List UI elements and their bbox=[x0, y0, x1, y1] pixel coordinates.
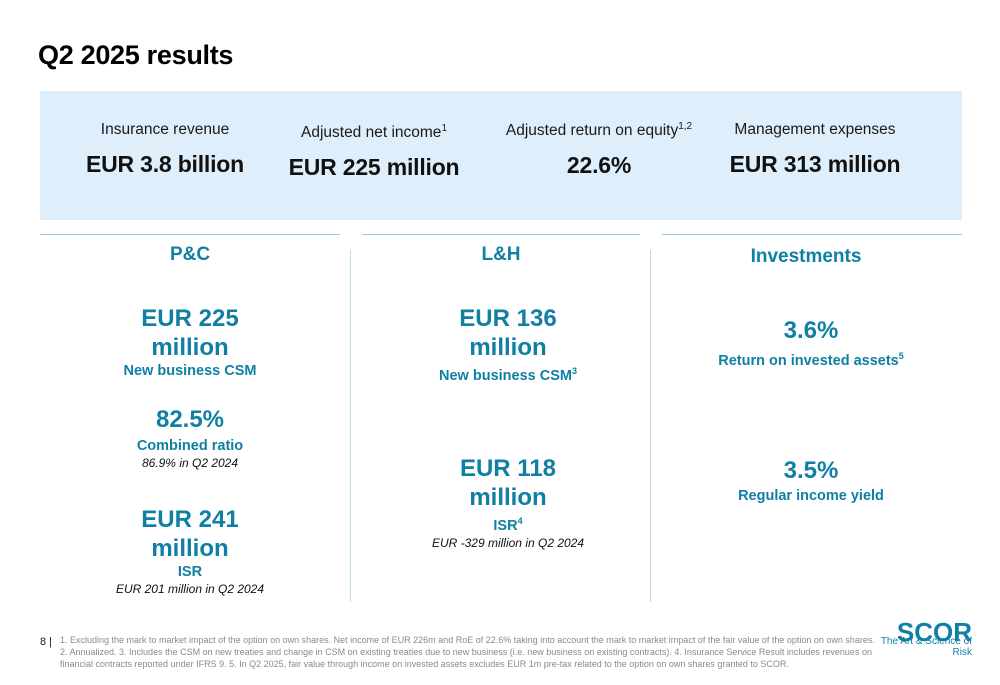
column-separator bbox=[650, 250, 651, 602]
divider-investments bbox=[662, 234, 962, 235]
kpi-banner: Insurance revenue EUR 3.8 billion Adjust… bbox=[40, 91, 962, 220]
kpi-insurance-revenue: Insurance revenue EUR 3.8 billion bbox=[50, 121, 280, 178]
kpi-label: Adjusted net income1 bbox=[300, 123, 447, 142]
pc-isr-note: EUR 201 million in Q2 2024 bbox=[115, 582, 265, 596]
lh-isr-label: ISR4 bbox=[493, 516, 523, 534]
pc-cr-value: 82.5% bbox=[155, 406, 225, 433]
lh-isr-value: EUR 118 bbox=[459, 455, 557, 482]
pc-csm-label: New business CSM bbox=[123, 363, 257, 379]
kpi-adjusted-net-income: Adjusted net income1 EUR 225 million bbox=[259, 123, 489, 181]
lh-csm-value: EUR 136 bbox=[459, 305, 557, 332]
kpi-value: 22.6% bbox=[566, 152, 632, 179]
kpi-adjusted-roe: Adjusted return on equity1,2 22.6% bbox=[484, 121, 714, 179]
footnotes: 1. Excluding the mark to market impact o… bbox=[60, 635, 875, 669]
pc-isr-unit: million bbox=[151, 535, 229, 562]
lh-isr-unit: million bbox=[469, 484, 547, 511]
kpi-value: EUR 313 million bbox=[729, 151, 901, 177]
page-title: Q2 2025 results bbox=[38, 40, 234, 70]
riy-value: 3.5% bbox=[783, 457, 839, 484]
pc-cr-note: 86.9% in Q2 2024 bbox=[141, 456, 239, 470]
investments-title: Investments bbox=[750, 246, 862, 267]
pc-title: P&C bbox=[169, 244, 211, 265]
investments-roia-block: 3.6% Return on invested assets5 bbox=[661, 316, 961, 370]
kpi-management-expenses: Management expenses EUR 313 million bbox=[700, 121, 930, 178]
divider-lh bbox=[362, 234, 640, 235]
scor-logo: SCOR bbox=[897, 617, 972, 647]
logo-tagline: The Art & Science of Risk bbox=[880, 636, 972, 658]
pc-combined-ratio-block: 82.5% Combined ratio 86.9% in Q2 2024 bbox=[40, 405, 340, 471]
investments-riy-block: 3.5% Regular income yield bbox=[661, 456, 961, 505]
pc-isr-block: EUR 241 million ISR EUR 201 million in Q… bbox=[40, 505, 340, 597]
lh-title: L&H bbox=[481, 244, 521, 265]
lh-csm-unit: million bbox=[469, 334, 547, 361]
page-number: 8 | bbox=[40, 636, 53, 648]
pc-csm-block: EUR 225 million New business CSM bbox=[40, 304, 340, 380]
logo-wordmark: SCOR bbox=[897, 617, 972, 647]
lh-csm-block: EUR 136 million New business CSM3 bbox=[358, 304, 658, 385]
kpi-label: Adjusted return on equity1,2 bbox=[505, 121, 693, 140]
lh-isr-block: EUR 118 million ISR4 EUR -329 million in… bbox=[358, 454, 658, 551]
kpi-value: EUR 3.8 billion bbox=[85, 151, 245, 177]
roia-label: Return on invested assets5 bbox=[718, 351, 904, 369]
kpi-label: Management expenses bbox=[734, 121, 896, 138]
lh-csm-label: New business CSM3 bbox=[439, 366, 577, 384]
pc-isr-value: EUR 241 bbox=[141, 506, 239, 533]
roia-value: 3.6% bbox=[783, 317, 839, 344]
kpi-value: EUR 225 million bbox=[288, 154, 460, 181]
column-separator bbox=[350, 250, 351, 602]
pc-isr-label: ISR bbox=[177, 564, 203, 580]
riy-label: Regular income yield bbox=[738, 488, 884, 504]
kpi-label: Insurance revenue bbox=[100, 121, 230, 138]
divider-pc bbox=[40, 234, 340, 235]
pc-cr-label: Combined ratio bbox=[136, 438, 244, 454]
pc-csm-value: EUR 225 bbox=[141, 305, 239, 332]
lh-isr-note: EUR -329 million in Q2 2024 bbox=[431, 535, 585, 550]
pc-csm-unit: million bbox=[151, 334, 229, 361]
